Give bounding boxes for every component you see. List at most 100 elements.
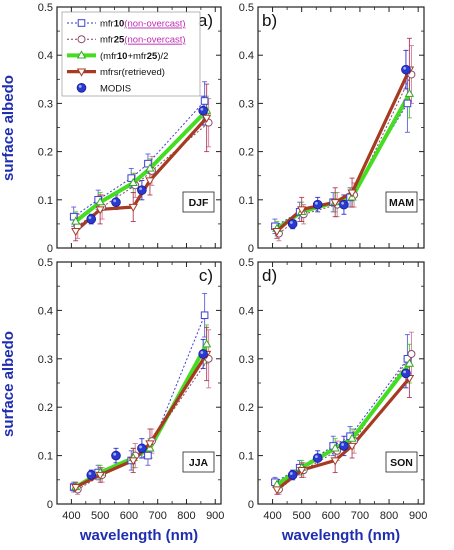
y-tick-label: 0.5 xyxy=(38,2,53,14)
point-modis xyxy=(86,214,97,224)
y-tick-label: 0.4 xyxy=(38,305,53,317)
panel-letter: a) xyxy=(198,11,213,30)
point-modis xyxy=(287,470,298,480)
panel-djf: 0 0.1 0.2 0.3 0.4 0.5 a) DJF xyxy=(38,2,222,255)
y-tick-label: 0.3 xyxy=(38,354,53,366)
legend-label: MODIS xyxy=(100,83,131,94)
point-mfrsr xyxy=(347,189,357,198)
legend-swatch-marker-highlight xyxy=(78,85,82,88)
point-modis xyxy=(287,219,298,229)
y-tick-label: 0 xyxy=(47,499,53,511)
point-avg xyxy=(404,88,415,97)
point-mfr10 xyxy=(144,451,152,460)
season-box xyxy=(182,191,215,213)
y-tick-label: 0.1 xyxy=(38,195,53,207)
point-modis-highlight xyxy=(113,452,117,456)
y-tick-label: 0.2 xyxy=(38,147,53,159)
y-axis-label-top: surface albedo xyxy=(0,75,17,181)
point-mfrsr xyxy=(330,199,340,208)
y-tick-label: 0.4 xyxy=(38,50,53,62)
point-modis-highlight xyxy=(289,472,293,475)
point-mfrsr xyxy=(347,442,357,451)
y-tick-label: 0.5 xyxy=(38,257,53,269)
point-modis xyxy=(401,368,411,379)
x-tick-label: 900 xyxy=(206,510,224,522)
legend-entry-mfr10: mfr10(non-overcast) xyxy=(67,19,186,30)
point-modis xyxy=(86,470,97,480)
point-modis xyxy=(198,349,208,359)
y-tick-label: 0 xyxy=(248,243,254,255)
panel-letter: d) xyxy=(262,266,277,285)
point-mfrsr xyxy=(297,467,307,476)
legend-entry-avg: (mfr10+mfr25)/2 xyxy=(67,50,168,62)
y-tick-label: 0.1 xyxy=(239,195,254,207)
point-mfrsr xyxy=(272,486,282,495)
y-tick-label: 0.4 xyxy=(239,50,254,62)
point-avg xyxy=(95,197,105,206)
season-label: MAM xyxy=(389,197,414,209)
legend-label: mfrsr(retrieved) xyxy=(100,67,165,78)
point-mfr10 xyxy=(403,99,412,108)
point-modis-highlight xyxy=(200,107,204,111)
point-modis-highlight xyxy=(200,351,204,354)
y-tick-label: 0.2 xyxy=(239,147,254,159)
point-modis-highlight xyxy=(341,443,345,446)
point-modis xyxy=(111,197,121,208)
legend-label: mfr10(non-overcast) xyxy=(100,19,186,30)
point-modis-highlight xyxy=(113,199,117,203)
point-modis-highlight xyxy=(403,66,407,70)
point-avg xyxy=(201,339,212,348)
season-label: JJA xyxy=(189,457,209,469)
legend-label: (mfr10+mfr25)/2 xyxy=(100,51,168,62)
point-mfr25 xyxy=(407,349,416,358)
season-label: DJF xyxy=(189,197,209,209)
panel-mam: 0 0.1 0.2 0.3 0.4 0.5 b) MAM xyxy=(239,2,425,255)
point-modis xyxy=(339,441,349,451)
legend-label: mfr25(non-overcast) xyxy=(100,35,186,46)
point-modis xyxy=(111,450,121,461)
legend-entry-modis: MODIS xyxy=(76,83,131,94)
y-tick-label: 0.3 xyxy=(239,98,254,110)
y-tick-label: 0.2 xyxy=(239,402,254,414)
panel-letter: b) xyxy=(262,11,277,30)
season-box xyxy=(385,191,418,213)
x-tick-label: 800 xyxy=(177,510,195,522)
legend-swatch-marker xyxy=(77,35,86,44)
point-modis xyxy=(312,453,323,463)
panel-son: 400 500 600 700 800 900 0 0.1 0.2 0.3 0.4 0.5 d) SON xyxy=(239,257,428,522)
point-mfrsr xyxy=(71,483,81,493)
point-avg xyxy=(145,163,155,172)
season-box xyxy=(182,451,215,473)
y-tick-label: 0.4 xyxy=(239,305,254,317)
point-modis-highlight xyxy=(289,221,293,224)
panel-jja: 400 500 600 700 800 900 0 0.1 0.2 0.3 0.4 0.5 c) JJA xyxy=(38,257,225,522)
x-axis-label-left: wavelength (nm) xyxy=(79,527,198,544)
x-tick-label: 600 xyxy=(120,510,138,522)
point-avg xyxy=(330,443,340,452)
point-mfrsr xyxy=(272,228,282,237)
point-mfrsr xyxy=(145,440,155,449)
y-tick-label: 0.1 xyxy=(239,451,254,463)
point-modis-highlight xyxy=(88,472,92,475)
season-label: SON xyxy=(390,457,413,469)
point-modis-highlight xyxy=(403,370,407,374)
season-box xyxy=(385,451,418,473)
y-tick-label: 0.2 xyxy=(38,402,53,414)
point-avg xyxy=(347,433,357,442)
point-mfrsr xyxy=(128,457,138,466)
x-tick-label: 700 xyxy=(149,510,167,522)
point-mfrsr xyxy=(95,471,105,480)
legend-swatch-marker xyxy=(77,19,86,27)
legend: mfr10(non-overcast) mfr25(non-overcast) (m… xyxy=(61,11,201,97)
y-tick-label: 0.3 xyxy=(239,354,254,366)
x-tick-label: 500 xyxy=(91,510,109,522)
point-mfr10 xyxy=(200,311,209,320)
point-mfr10 xyxy=(403,355,412,363)
point-mfrsr xyxy=(95,206,105,215)
y-tick-label: 0.5 xyxy=(239,2,254,14)
point-modis-highlight xyxy=(315,455,318,459)
point-modis xyxy=(312,199,323,210)
x-tick-label: 800 xyxy=(380,510,398,522)
x-tick-label: 400 xyxy=(62,510,80,522)
